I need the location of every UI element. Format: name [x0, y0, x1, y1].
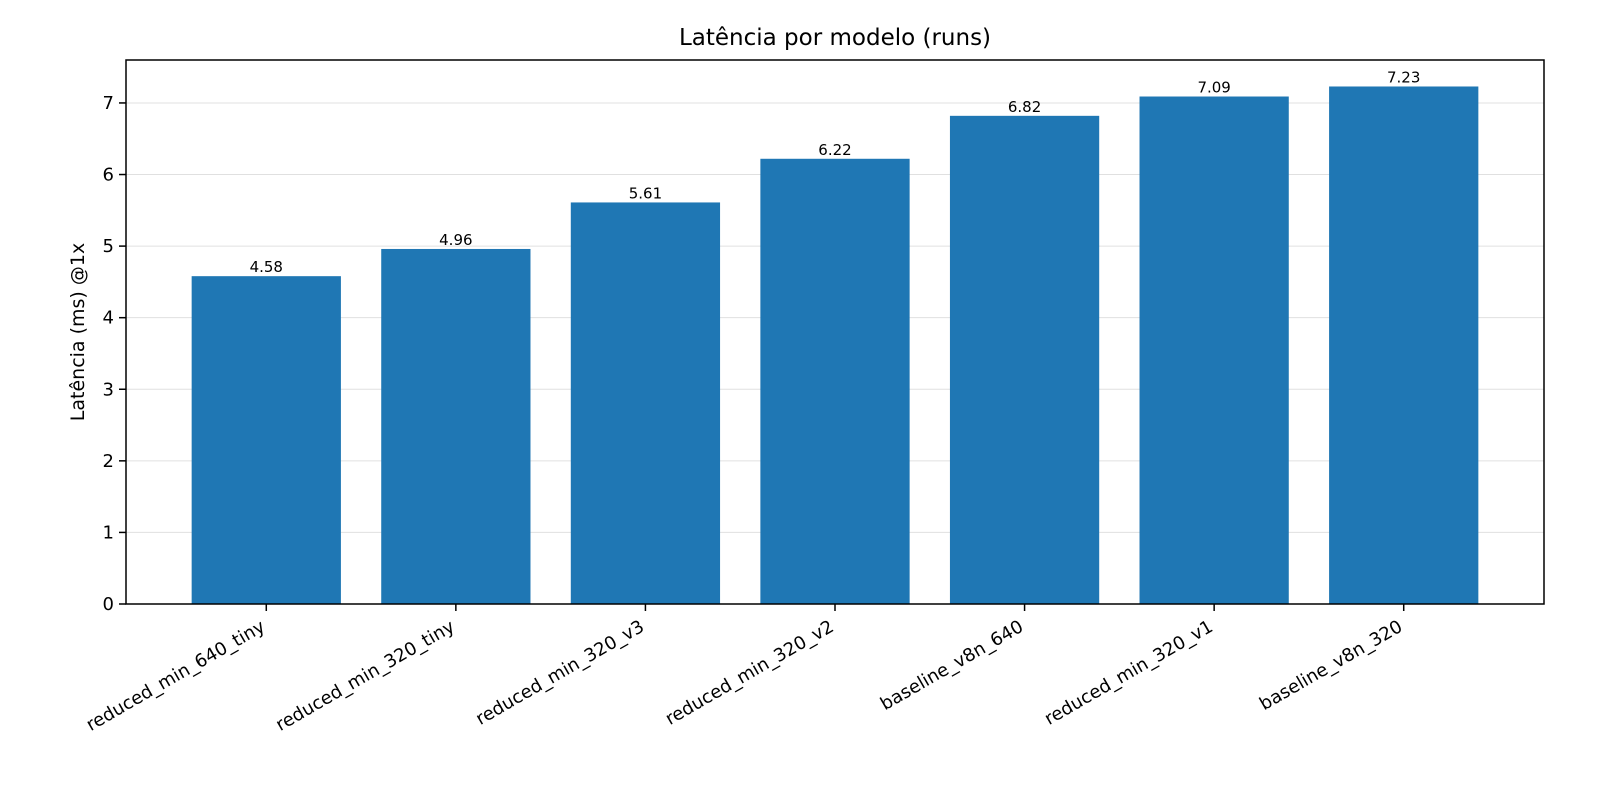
y-tick-label: 7: [103, 93, 114, 114]
y-tick-label: 4: [103, 308, 114, 329]
bar: [570, 202, 721, 604]
bar: [760, 158, 910, 605]
bar-value-label: 4.58: [250, 258, 283, 276]
bar-value-label: 7.23: [1387, 68, 1420, 86]
bar: [381, 248, 531, 604]
chart-title: Latência por modelo (runs): [679, 25, 991, 51]
bar: [1139, 96, 1289, 605]
bars: [191, 86, 1479, 605]
bar-value-label: 6.22: [818, 141, 851, 159]
y-tick-label: 2: [103, 451, 114, 472]
bar: [191, 276, 341, 604]
bar-value-label: 7.09: [1197, 79, 1230, 97]
bar-value-label: 5.61: [629, 184, 662, 202]
y-tick-label: 1: [103, 522, 114, 543]
bar: [1329, 86, 1479, 605]
y-tick-label: 6: [103, 165, 114, 186]
y-tick-label: 3: [103, 379, 114, 400]
y-tick-label: 5: [103, 236, 114, 257]
bar: [949, 115, 1100, 605]
y-tick-label: 0: [103, 594, 114, 615]
data-labels: 4.58 4.96 5.61 6.22 6.82 7.09 7.23: [250, 68, 1421, 276]
bar-value-label: 4.96: [439, 231, 472, 249]
bar-value-label: 6.82: [1008, 98, 1041, 116]
y-axis: 0 1 2 3 4 5 6 7: [103, 93, 126, 615]
y-axis-label: Latência (ms) @1x: [67, 243, 89, 421]
